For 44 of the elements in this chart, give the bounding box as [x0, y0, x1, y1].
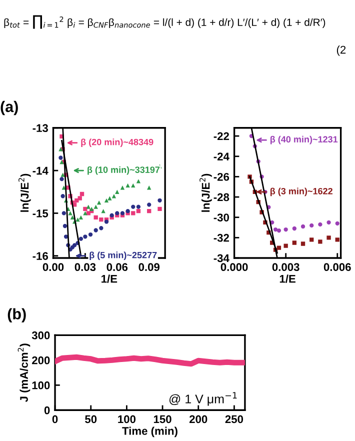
y-tick-label: -15 — [32, 210, 48, 218]
y-axis-title: J (mA/cm$^{2}$) — [18, 344, 30, 402]
y-tick-label: 300 — [32, 331, 50, 340]
y-axis-title: ln(J/E$^{2}$) — [18, 174, 31, 212]
x-tick-label: 0.003 — [272, 263, 300, 272]
y-tick-label: -34 — [214, 254, 230, 262]
y-tick-label: -32 — [214, 234, 229, 242]
annotation: β (5 min)~25277 — [90, 252, 157, 260]
annotation: β (3 min)~1622 — [270, 188, 332, 196]
x-tick-label: 0.006 — [324, 263, 351, 272]
y-tick-label: -26 — [214, 172, 230, 181]
annotation: β (40 min)~1231 — [270, 136, 338, 144]
x-tick-label: 0 — [52, 415, 58, 424]
y-tick-label: -24 — [214, 152, 230, 160]
y-tick-label: -22 — [214, 132, 229, 140]
x-axis-title: 1/E — [102, 274, 118, 283]
x-tick-label: 100 — [118, 415, 136, 424]
y-tick-label: -30 — [214, 214, 229, 222]
x-tick-label: 50 — [85, 415, 97, 424]
text: (a) — [0, 100, 18, 116]
text: (2 — [336, 46, 346, 56]
x-tick-label: 250 — [225, 415, 244, 424]
x-tick-label: 200 — [189, 415, 208, 424]
annotation: β (20 min)~48349 — [81, 138, 154, 148]
x-axis-title: Time (min) — [122, 426, 178, 438]
x-tick-label: 0.06 — [106, 263, 128, 272]
x-axis-title: 1/E — [280, 274, 296, 283]
x-tick-label: 0.00 — [42, 263, 64, 272]
y-tick-label: -28 — [214, 193, 230, 202]
y-tick-label: -13 — [32, 124, 48, 132]
y-axis-title: ln(J/E$^{2}$) — [200, 174, 212, 212]
x-tick-label: 150 — [154, 415, 172, 424]
y-tick-label: 200 — [32, 356, 50, 364]
annotation: β (10 min)~33197 — [88, 166, 160, 175]
x-tick-label: 0.09 — [138, 263, 160, 272]
y-tick-label: -14 — [32, 166, 48, 175]
x-tick-label: 0.000 — [220, 263, 248, 272]
y-tick-label: 100 — [32, 381, 50, 390]
annotation: @ 1 V μm$^{−1}$ — [169, 392, 237, 406]
y-tick-label: -16 — [32, 252, 48, 260]
x-tick-label: 0.03 — [74, 263, 96, 272]
text: β$_{tot}$ = ∏$_{i=1}$$^{2}$ β$_{i}$ = β$_{CNF}$β$_{nanocone}$ = l/(l + d) (1 + d/r) L′/(L′ + d) (1 + d/R′) — [4, 15, 326, 29]
text: (b) — [8, 308, 26, 322]
y-tick-label: 0 — [44, 406, 50, 414]
